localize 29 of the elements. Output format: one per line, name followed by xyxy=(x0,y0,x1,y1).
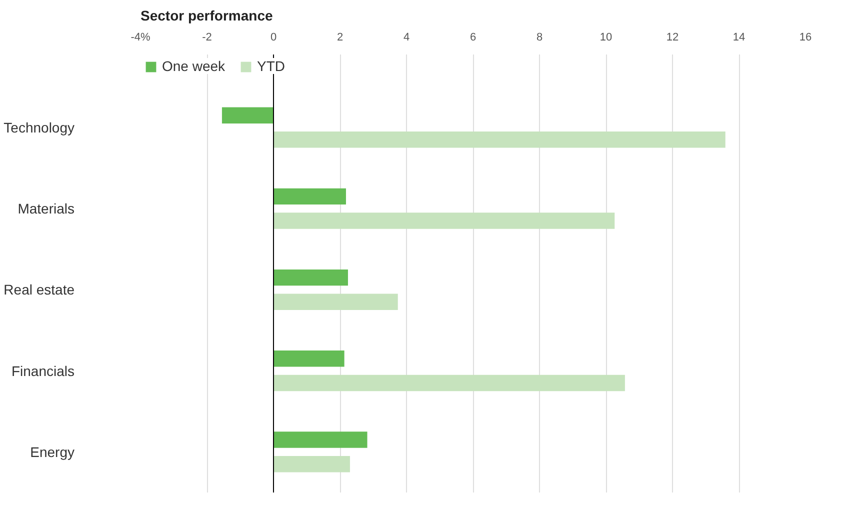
x-tick-label: -2 xyxy=(202,32,212,44)
x-tick-label: 6 xyxy=(470,32,476,44)
x-tick-label: 12 xyxy=(666,32,679,44)
x-tick-label: 10 xyxy=(600,32,612,44)
bar xyxy=(274,269,348,286)
bar xyxy=(274,456,350,472)
legend-label: One week xyxy=(162,58,226,74)
legend-label: YTD xyxy=(257,58,286,74)
bar xyxy=(274,374,625,392)
bar xyxy=(274,350,344,367)
y-tick-label: Energy xyxy=(30,444,74,460)
x-tick-label: 0 xyxy=(270,32,277,44)
x-tick-label: 2 xyxy=(336,32,344,44)
y-tick-label: Financials xyxy=(11,362,75,379)
x-tick-label: 16 xyxy=(799,32,812,44)
bar xyxy=(274,188,346,205)
bar xyxy=(274,294,398,310)
bar xyxy=(222,107,274,124)
bar xyxy=(274,132,726,148)
y-tick-label: Technology xyxy=(4,120,74,136)
chart-title: Sector performance xyxy=(140,8,273,24)
bar xyxy=(274,432,368,448)
y-tick-label: Real estate xyxy=(4,282,75,298)
x-tick-label: -4% xyxy=(130,32,150,44)
x-tick-label: 4 xyxy=(403,32,410,44)
x-tick-label: 14 xyxy=(732,32,746,44)
x-tick-label: 8 xyxy=(536,32,543,44)
bar xyxy=(274,212,615,229)
y-tick-label: Materials xyxy=(18,200,75,217)
